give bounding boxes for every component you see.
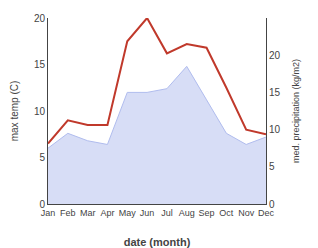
svg-text:med. precipitation (kg/m2): med. precipitation (kg/m2)	[291, 59, 301, 163]
svg-text:Nov: Nov	[238, 208, 255, 218]
svg-text:Jan: Jan	[41, 208, 56, 218]
svg-text:20: 20	[269, 50, 281, 61]
svg-text:10: 10	[34, 106, 46, 117]
svg-text:Oct: Oct	[219, 208, 234, 218]
svg-text:Dec: Dec	[258, 208, 275, 218]
svg-text:15: 15	[34, 59, 46, 70]
svg-text:Mar: Mar	[80, 208, 96, 218]
svg-text:0: 0	[39, 199, 45, 210]
svg-text:20: 20	[34, 13, 46, 24]
svg-text:0: 0	[269, 199, 275, 210]
svg-text:10: 10	[269, 124, 281, 135]
svg-text:15: 15	[269, 87, 281, 98]
svg-text:Sep: Sep	[199, 208, 215, 218]
svg-text:Feb: Feb	[60, 208, 76, 218]
svg-text:max temp (C): max temp (C)	[9, 81, 20, 142]
svg-text:Jul: Jul	[161, 208, 173, 218]
svg-text:Apr: Apr	[100, 208, 114, 218]
svg-text:date (month): date (month)	[124, 236, 191, 248]
svg-text:Aug: Aug	[179, 208, 195, 218]
svg-text:May: May	[119, 208, 137, 218]
svg-text:5: 5	[269, 161, 275, 172]
svg-text:5: 5	[39, 152, 45, 163]
svg-text:Jun: Jun	[140, 208, 155, 218]
